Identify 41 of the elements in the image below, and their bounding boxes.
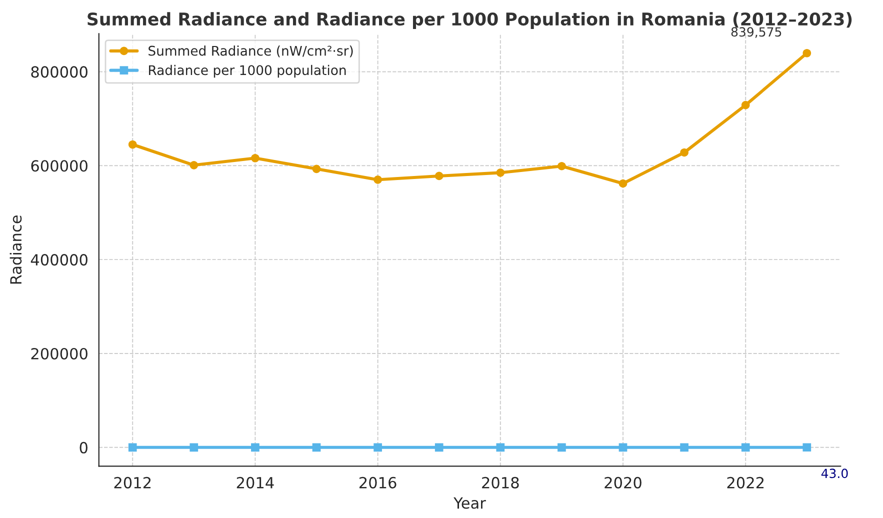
point <box>128 443 137 452</box>
point <box>618 179 628 188</box>
y-tick-label: 600000 <box>31 160 88 172</box>
point <box>741 443 750 452</box>
legend-label: Summed Radiance (nW/cm²·sr) <box>148 46 353 58</box>
point <box>741 100 750 110</box>
y-tick-label: 0 <box>80 442 88 454</box>
point <box>802 443 812 452</box>
y-tick-label: 800000 <box>31 66 88 78</box>
annotation: 839,575 <box>731 27 782 38</box>
point <box>374 443 382 452</box>
point <box>190 161 198 170</box>
point <box>558 443 566 452</box>
x-tick-label: 2020 <box>604 476 642 488</box>
x-tick-label: 2022 <box>727 476 764 488</box>
x-tick-label: 2014 <box>236 476 274 488</box>
y-tick-label: 400000 <box>30 254 88 266</box>
point <box>802 48 812 58</box>
point <box>680 443 688 452</box>
point <box>374 176 382 184</box>
x-axis-title: Year <box>454 497 486 509</box>
point <box>190 443 198 452</box>
point <box>496 168 505 177</box>
y-axis-title: Radiance <box>10 216 22 284</box>
point <box>251 154 260 162</box>
point <box>312 164 321 174</box>
x-tick-label: 2018 <box>482 476 519 488</box>
point <box>128 140 137 149</box>
point <box>251 443 260 452</box>
y-tick-label: 200000 <box>31 348 88 360</box>
point <box>434 443 444 452</box>
x-tick-label: 2012 <box>114 476 151 488</box>
point <box>680 148 688 157</box>
point <box>558 162 566 170</box>
point <box>496 443 505 452</box>
point <box>434 172 444 180</box>
legend-label: Radiance per 1000 population <box>149 64 346 78</box>
point <box>618 443 628 452</box>
annotation: 43.0 <box>821 468 848 478</box>
x-tick-label: 2016 <box>359 476 396 488</box>
point <box>312 443 321 452</box>
